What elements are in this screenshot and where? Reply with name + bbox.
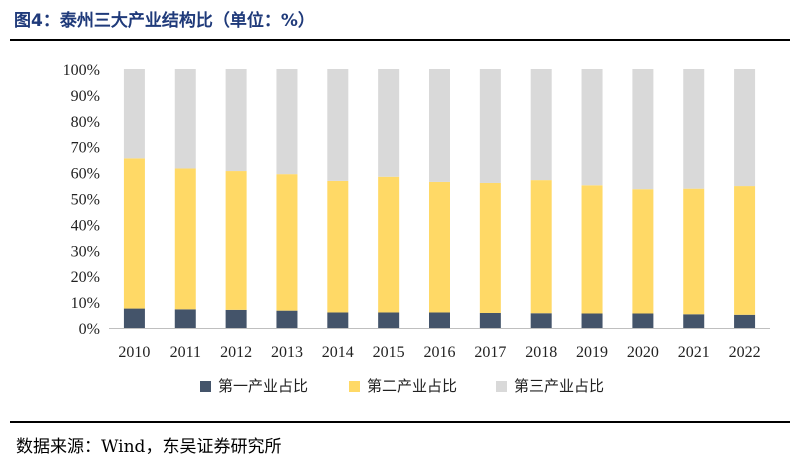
x-tick-label: 2010 <box>118 344 150 361</box>
bar-segment-series-2 <box>581 185 603 314</box>
legend: 第一产业占比 第二产业占比 第三产业占比 <box>200 377 604 395</box>
x-tick-label: 2012 <box>220 344 252 361</box>
y-axis: 0% 10% 20% 30% 40% 50% 60% 70% 80% 90% 100% <box>63 62 100 338</box>
x-tick-label: 2011 <box>170 344 201 361</box>
bar-segment-series-2 <box>479 182 501 313</box>
legend-swatch <box>349 381 360 392</box>
source-note: 数据来源：Wind，东吴证券研究所 <box>16 437 282 457</box>
bar-segment-series-3 <box>683 69 705 189</box>
bar-segment-series-1 <box>734 314 756 328</box>
legend-label: 第二产业占比 <box>367 377 457 395</box>
x-tick-label: 2018 <box>525 344 557 361</box>
x-tick-label: 2013 <box>271 344 303 361</box>
bar-segment-series-2 <box>530 180 552 314</box>
bar-segment-series-3 <box>276 69 298 175</box>
x-tick-label: 2015 <box>373 344 405 361</box>
bar-segment-series-2 <box>429 181 450 313</box>
bar-segment-series-1 <box>378 312 400 328</box>
x-tick-label: 2021 <box>678 344 710 361</box>
y-tick-label: 0% <box>79 321 100 338</box>
y-tick-label: 10% <box>71 295 100 312</box>
bar-segment-series-2 <box>378 176 400 313</box>
bar-segment-series-1 <box>683 314 705 328</box>
y-tick-label: 40% <box>71 217 100 234</box>
bar-segment-series-3 <box>327 69 349 181</box>
bar-segment-series-1 <box>174 309 196 328</box>
y-tick-label: 90% <box>71 88 100 105</box>
y-tick-label: 70% <box>71 140 100 157</box>
y-tick-label: 50% <box>71 192 100 209</box>
bar-segment-series-3 <box>581 69 603 186</box>
bar-segment-series-1 <box>327 312 349 328</box>
bars <box>123 69 756 328</box>
bar-segment-series-1 <box>123 308 145 328</box>
legend-label: 第一产业占比 <box>218 377 308 395</box>
stacked-bar-chart: 0%10%20%30%40%50%60%70%80%90%100% 2010 20… <box>63 62 770 395</box>
legend-swatch <box>496 381 507 392</box>
bar-segment-series-3 <box>225 69 247 172</box>
legend-label: 第三产业占比 <box>514 377 604 395</box>
x-axis: 2010 2011 2012 2013 2014 2015 2016 2017 2018 2019… <box>109 328 770 361</box>
x-tick-label: 2022 <box>729 344 761 361</box>
x-tick-label: 2014 <box>322 344 354 361</box>
bar-segment-series-1 <box>581 313 603 328</box>
bar-segment-series-2 <box>123 158 145 309</box>
bar-segment-series-1 <box>479 312 501 328</box>
bar-segment-series-2 <box>225 171 247 310</box>
x-tick-label: 2020 <box>627 344 659 361</box>
bar-segment-series-3 <box>378 69 400 177</box>
x-tick-label: 2017 <box>474 344 506 361</box>
bar-segment-series-1 <box>225 309 247 328</box>
bar-segment-series-2 <box>174 168 196 310</box>
bar-segment-series-3 <box>429 69 450 182</box>
bar-segment-series-3 <box>479 69 501 183</box>
y-tick-label: 30% <box>71 243 100 260</box>
bar-segment-series-1 <box>632 313 654 328</box>
x-tick-label: 2019 <box>576 344 608 361</box>
y-tick-label: 80% <box>71 114 100 131</box>
bar-segment-series-2 <box>276 174 298 311</box>
bar-segment-series-3 <box>123 69 145 159</box>
y-tick-label: 20% <box>71 269 100 286</box>
bar-segment-series-2 <box>734 186 756 315</box>
bar-segment-series-3 <box>734 69 756 187</box>
y-tick-label: 100% <box>63 62 100 79</box>
chart-title: 图4：泰州三大产业结构比（单位：%） <box>14 11 315 31</box>
bar-segment-series-3 <box>174 69 196 169</box>
bar-segment-series-2 <box>327 180 349 313</box>
bar-segment-series-2 <box>632 189 654 314</box>
bar-segment-series-3 <box>632 69 654 190</box>
legend-swatch <box>200 381 211 392</box>
bar-segment-series-2 <box>683 188 705 315</box>
bar-segment-series-1 <box>429 312 450 328</box>
y-tick-label: 60% <box>71 166 100 183</box>
x-tick-label: 2016 <box>424 344 456 361</box>
bar-segment-series-1 <box>276 310 298 328</box>
bar-segment-series-3 <box>530 69 552 181</box>
top-rule <box>10 39 790 41</box>
bottom-rule <box>10 421 790 423</box>
bar-segment-series-1 <box>530 313 552 328</box>
